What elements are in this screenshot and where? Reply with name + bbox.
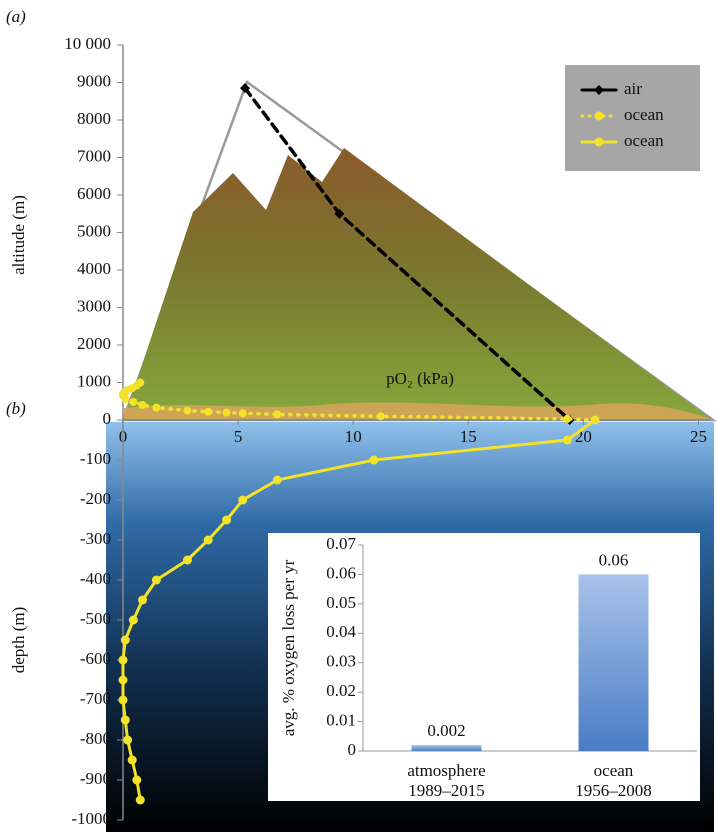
inset-y-tick-label: 0.01 (326, 710, 356, 729)
y-tick-label: -800 (80, 729, 111, 748)
y-axis-label: depth (m) (9, 607, 28, 674)
category-label: 1989–2015 (408, 781, 485, 800)
marker (273, 476, 282, 485)
category-label: 1956–2008 (575, 781, 652, 800)
marker (204, 536, 213, 545)
x-tick-label: 25 (690, 427, 707, 446)
marker (136, 796, 145, 805)
y-tick-label: -700 (80, 689, 111, 708)
legend-marker (595, 138, 604, 147)
y-tick-label: -1000 (71, 809, 111, 828)
legend-label: ocean (624, 105, 664, 124)
bar (412, 745, 482, 751)
marker (119, 656, 128, 665)
marker (129, 398, 137, 406)
legend-label: ocean (624, 131, 664, 150)
marker (204, 408, 212, 416)
y-tick-label: 0 (103, 409, 112, 428)
inset-y-tick-label: 0 (348, 740, 357, 759)
y-tick-label: 4000 (77, 259, 111, 278)
marker (563, 415, 571, 423)
marker (273, 410, 281, 418)
y-tick-label: 7000 (77, 146, 111, 165)
marker (222, 516, 231, 525)
inset-y-axis-label: avg. % oxygen loss per yr (279, 559, 298, 736)
x-axis-label: pO₂ (kPa) (386, 369, 454, 388)
inset-y-tick-label: 0.06 (326, 563, 356, 582)
y-axis-label: altitude (m) (9, 195, 28, 275)
y-tick-label: -100 (80, 449, 111, 468)
marker (239, 409, 247, 417)
marker (183, 407, 191, 415)
marker (563, 436, 572, 445)
y-tick-label: 6000 (77, 184, 111, 203)
marker (369, 456, 378, 465)
marker (119, 676, 128, 685)
y-tick-label: 10 000 (64, 34, 111, 53)
y-tick-label: 8000 (77, 109, 111, 128)
y-tick-label: -600 (80, 649, 111, 668)
value-label: 0.06 (599, 550, 629, 569)
x-tick-label: 10 (345, 427, 362, 446)
marker (128, 756, 137, 765)
marker (152, 404, 160, 412)
marker (377, 412, 385, 420)
marker (183, 556, 192, 565)
inset-y-tick-label: 0.04 (326, 622, 356, 641)
category-label: ocean (594, 761, 634, 780)
y-tick-label: -300 (80, 529, 111, 548)
panel-label: (b) (6, 399, 26, 418)
marker (119, 696, 128, 705)
x-tick-label: 5 (234, 427, 243, 446)
y-tick-label: 5000 (77, 221, 111, 240)
y-tick-label: 3000 (77, 296, 111, 315)
marker (129, 616, 138, 625)
marker (590, 416, 599, 425)
inset-y-tick-label: 0.05 (326, 593, 356, 612)
marker (136, 379, 144, 387)
marker (121, 636, 130, 645)
marker (139, 401, 147, 409)
y-tick-label: -500 (80, 609, 111, 628)
marker (138, 596, 147, 605)
marker (132, 776, 141, 785)
x-tick-label: 15 (460, 427, 477, 446)
marker (123, 736, 132, 745)
inset-y-tick-label: 0.07 (326, 534, 356, 553)
marker (121, 716, 130, 725)
marker (152, 576, 161, 585)
marker (223, 409, 231, 417)
panel-label: (a) (6, 7, 26, 26)
y-tick-label: 1000 (77, 371, 111, 390)
y-tick-label: 9000 (77, 71, 111, 90)
bar (579, 574, 649, 751)
legend-marker (595, 112, 604, 121)
value-label: 0.002 (427, 721, 465, 740)
marker (238, 496, 247, 505)
inset-y-tick-label: 0.02 (326, 681, 356, 700)
y-tick-label: -900 (80, 769, 111, 788)
inset-y-tick-label: 0.03 (326, 652, 356, 671)
y-tick-label: -400 (80, 569, 111, 588)
y-tick-label: -200 (80, 489, 111, 508)
legend-label: air (624, 79, 642, 98)
category-label: atmosphere (407, 761, 485, 780)
y-tick-label: 2000 (77, 334, 111, 353)
figure: (a) altitude (m) 0 1000 2000 3000 4000 5000 6000… (0, 0, 717, 832)
